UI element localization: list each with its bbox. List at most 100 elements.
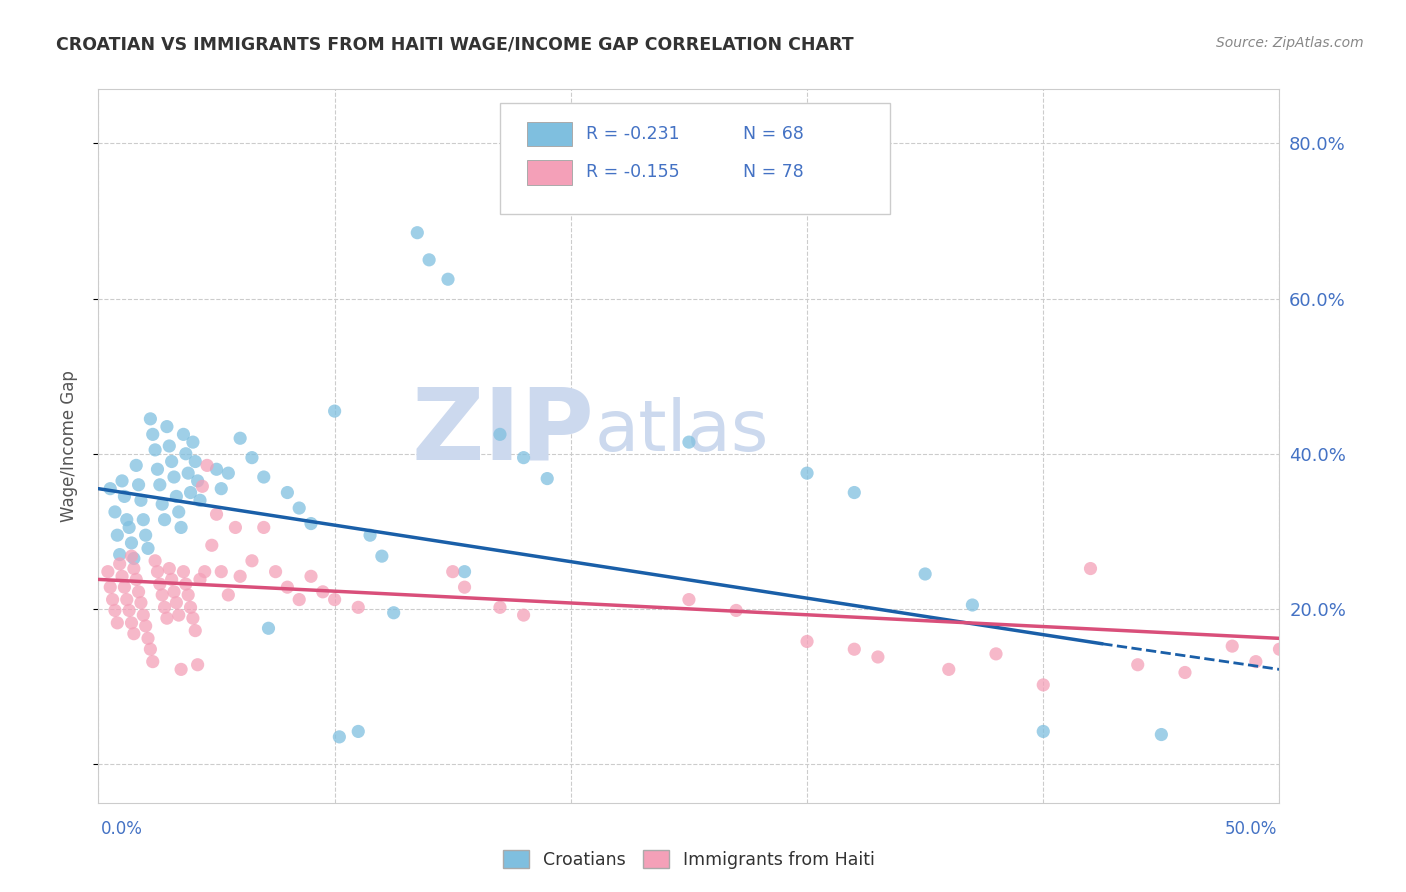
Point	[453, 580, 475, 594]
Point	[139, 642, 162, 657]
Point	[174, 577, 197, 591]
Point	[115, 513, 138, 527]
Point	[177, 588, 200, 602]
Point	[1244, 655, 1267, 669]
Point	[253, 470, 276, 484]
Text: ZIP: ZIP	[412, 384, 595, 480]
Point	[323, 592, 346, 607]
Point	[153, 600, 176, 615]
Point	[136, 632, 159, 646]
Point	[184, 624, 207, 638]
Point	[105, 528, 128, 542]
Point	[122, 551, 145, 566]
Point	[112, 490, 135, 504]
Point	[170, 520, 193, 534]
Point	[98, 580, 121, 594]
Point	[129, 493, 152, 508]
Point	[146, 565, 169, 579]
Point	[149, 477, 172, 491]
Point	[187, 657, 209, 672]
Point	[796, 634, 818, 648]
Point	[108, 557, 131, 571]
Point	[149, 577, 172, 591]
Text: 50.0%: 50.0%	[1225, 820, 1277, 838]
Point	[299, 569, 322, 583]
Point	[160, 573, 183, 587]
Point	[359, 528, 381, 542]
Point	[512, 450, 534, 465]
Point	[1032, 678, 1054, 692]
Point	[1268, 642, 1291, 657]
Point	[205, 508, 228, 522]
Point	[288, 592, 311, 607]
Point	[118, 520, 141, 534]
Point	[188, 573, 211, 587]
Text: R = -0.155: R = -0.155	[586, 163, 681, 181]
Point	[253, 520, 276, 534]
Point	[512, 608, 534, 623]
Point	[441, 565, 464, 579]
Point	[201, 538, 224, 552]
Point	[163, 470, 186, 484]
Point	[118, 603, 141, 617]
Point	[180, 485, 202, 500]
Point	[489, 427, 512, 442]
Point	[489, 600, 512, 615]
Point	[177, 466, 200, 480]
Point	[108, 548, 131, 562]
Point	[122, 626, 145, 640]
Point	[181, 435, 204, 450]
Point	[180, 600, 202, 615]
Point	[115, 592, 138, 607]
Point	[347, 724, 370, 739]
Point	[194, 565, 217, 579]
Point	[1126, 657, 1149, 672]
Point	[240, 554, 263, 568]
FancyBboxPatch shape	[527, 161, 572, 185]
Point	[312, 584, 335, 599]
Point	[1174, 665, 1197, 680]
Point	[195, 458, 218, 473]
Point	[188, 493, 211, 508]
Point	[224, 520, 246, 534]
Point	[938, 662, 960, 676]
Point	[163, 584, 186, 599]
Point	[382, 606, 405, 620]
Point	[121, 536, 143, 550]
Point	[453, 565, 475, 579]
Point	[156, 419, 179, 434]
Point	[962, 598, 984, 612]
Point	[209, 565, 232, 579]
Point	[191, 479, 214, 493]
Point	[132, 513, 155, 527]
Point	[146, 462, 169, 476]
Point	[406, 226, 429, 240]
Point	[323, 404, 346, 418]
Point	[128, 477, 150, 491]
Point	[121, 549, 143, 563]
Point	[111, 474, 134, 488]
Point	[257, 621, 280, 635]
Point	[276, 485, 298, 500]
Point	[174, 447, 197, 461]
Text: 0.0%: 0.0%	[101, 820, 143, 838]
Point	[844, 485, 866, 500]
Point	[139, 412, 162, 426]
Point	[121, 615, 143, 630]
Point	[97, 565, 120, 579]
Point	[172, 427, 194, 442]
Point	[104, 505, 127, 519]
Point	[167, 505, 190, 519]
Point	[142, 427, 165, 442]
Text: N = 68: N = 68	[744, 125, 804, 143]
Point	[437, 272, 460, 286]
Point	[105, 615, 128, 630]
Point	[132, 608, 155, 623]
Point	[165, 596, 187, 610]
Point	[98, 482, 121, 496]
Point	[122, 561, 145, 575]
Point	[209, 482, 232, 496]
Point	[264, 565, 287, 579]
Point	[240, 450, 263, 465]
Point	[1150, 727, 1173, 741]
